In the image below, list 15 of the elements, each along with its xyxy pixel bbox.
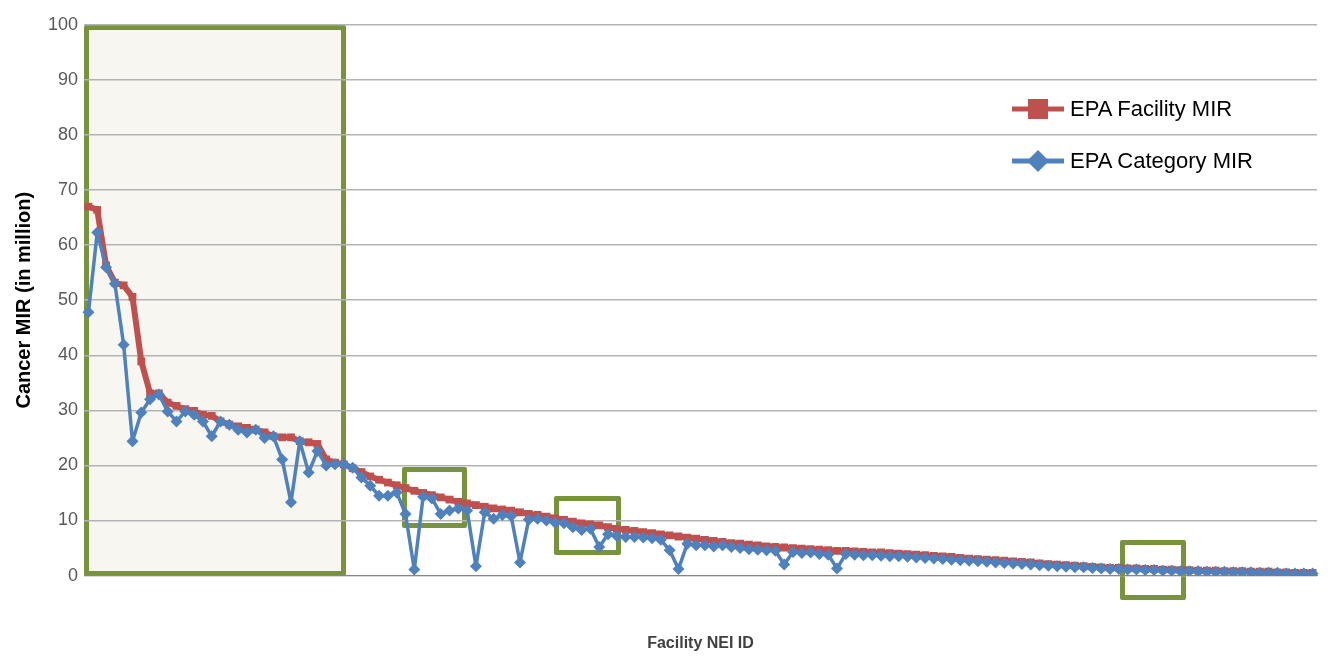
y-axis-title: Cancer MIR (in million) <box>11 191 34 409</box>
y-tick-label: 50 <box>58 289 79 310</box>
x-axis-title: Facility NEI ID <box>647 633 754 651</box>
legend-label: EPA Facility MIR <box>1070 96 1233 122</box>
y-tick-label: 60 <box>58 234 79 255</box>
y-tick-label: 10 <box>58 509 79 530</box>
y-tick-label: 40 <box>58 344 79 365</box>
y-tick-label: 70 <box>58 179 79 200</box>
y-tick-label: 0 <box>68 564 79 585</box>
legend-label: EPA Category MIR <box>1070 148 1253 174</box>
y-tick-label: 90 <box>58 68 79 89</box>
y-tick-label: 80 <box>58 123 79 144</box>
y-tick-label: 100 <box>47 13 79 34</box>
y-tick-label: 20 <box>58 454 79 475</box>
y-tick-label: 30 <box>58 399 79 420</box>
